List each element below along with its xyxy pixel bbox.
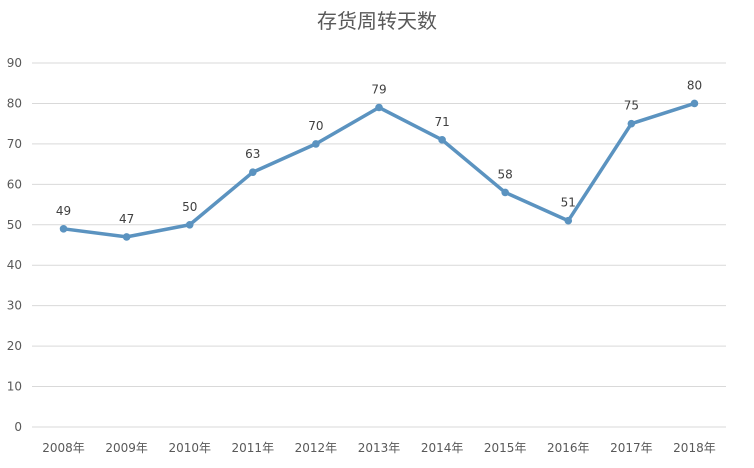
x-tick-label: 2008年 (42, 441, 85, 455)
y-tick-label: 60 (7, 177, 22, 191)
data-labels: 49 47 50 63 70 79 71 58 51 75 80 (56, 78, 702, 225)
x-tick-label: 2017年 (610, 441, 653, 455)
y-tick-label: 30 (7, 299, 22, 313)
data-label: 63 (245, 147, 260, 161)
x-tick-label: 2013年 (358, 441, 401, 455)
data-label: 49 (56, 204, 71, 218)
x-tick-label: 2015年 (484, 441, 527, 455)
data-point (312, 140, 320, 148)
data-label: 70 (308, 119, 323, 133)
data-point (438, 136, 446, 144)
data-point (249, 168, 257, 176)
grid-lines (32, 62, 726, 428)
data-label: 75 (624, 99, 639, 113)
x-axis-ticks: 2008年 2009年 2010年 2011年 2012年 2013年 2014年 2015年… (42, 441, 715, 455)
y-tick-label: 10 (7, 380, 22, 394)
data-point (627, 119, 636, 128)
series-line (61, 101, 697, 239)
data-label: 79 (371, 82, 386, 96)
x-tick-label: 2018年 (673, 441, 716, 455)
data-point (185, 220, 194, 229)
x-tick-label: 2010年 (168, 441, 211, 455)
y-tick-label: 70 (7, 137, 22, 151)
data-label: 47 (119, 212, 134, 226)
data-point (564, 216, 573, 225)
chart-title: 存货周转天数 (317, 9, 437, 33)
x-tick-label: 2011年 (232, 441, 275, 455)
data-label: 58 (498, 167, 513, 181)
data-point (501, 188, 509, 197)
data-label: 50 (182, 200, 197, 214)
data-point (690, 99, 699, 108)
data-point (59, 225, 68, 233)
data-label: 51 (561, 196, 576, 210)
y-tick-label: 50 (7, 218, 22, 232)
y-tick-label: 90 (7, 56, 22, 70)
x-tick-label: 2016年 (547, 441, 590, 455)
y-tick-label: 80 (7, 96, 22, 110)
data-point (122, 233, 131, 241)
x-tick-label: 2009年 (105, 441, 148, 455)
x-tick-label: 2014年 (421, 441, 464, 455)
x-tick-label: 2012年 (295, 441, 338, 455)
data-label: 71 (434, 115, 449, 129)
data-point (375, 103, 383, 112)
data-label: 80 (687, 78, 702, 92)
series-layer (59, 99, 699, 241)
y-axis-ticks: 0 10 20 30 40 50 60 70 80 90 (7, 56, 22, 434)
y-tick-label: 40 (7, 258, 22, 272)
y-tick-label: 0 (14, 420, 22, 434)
y-tick-label: 20 (7, 339, 22, 353)
